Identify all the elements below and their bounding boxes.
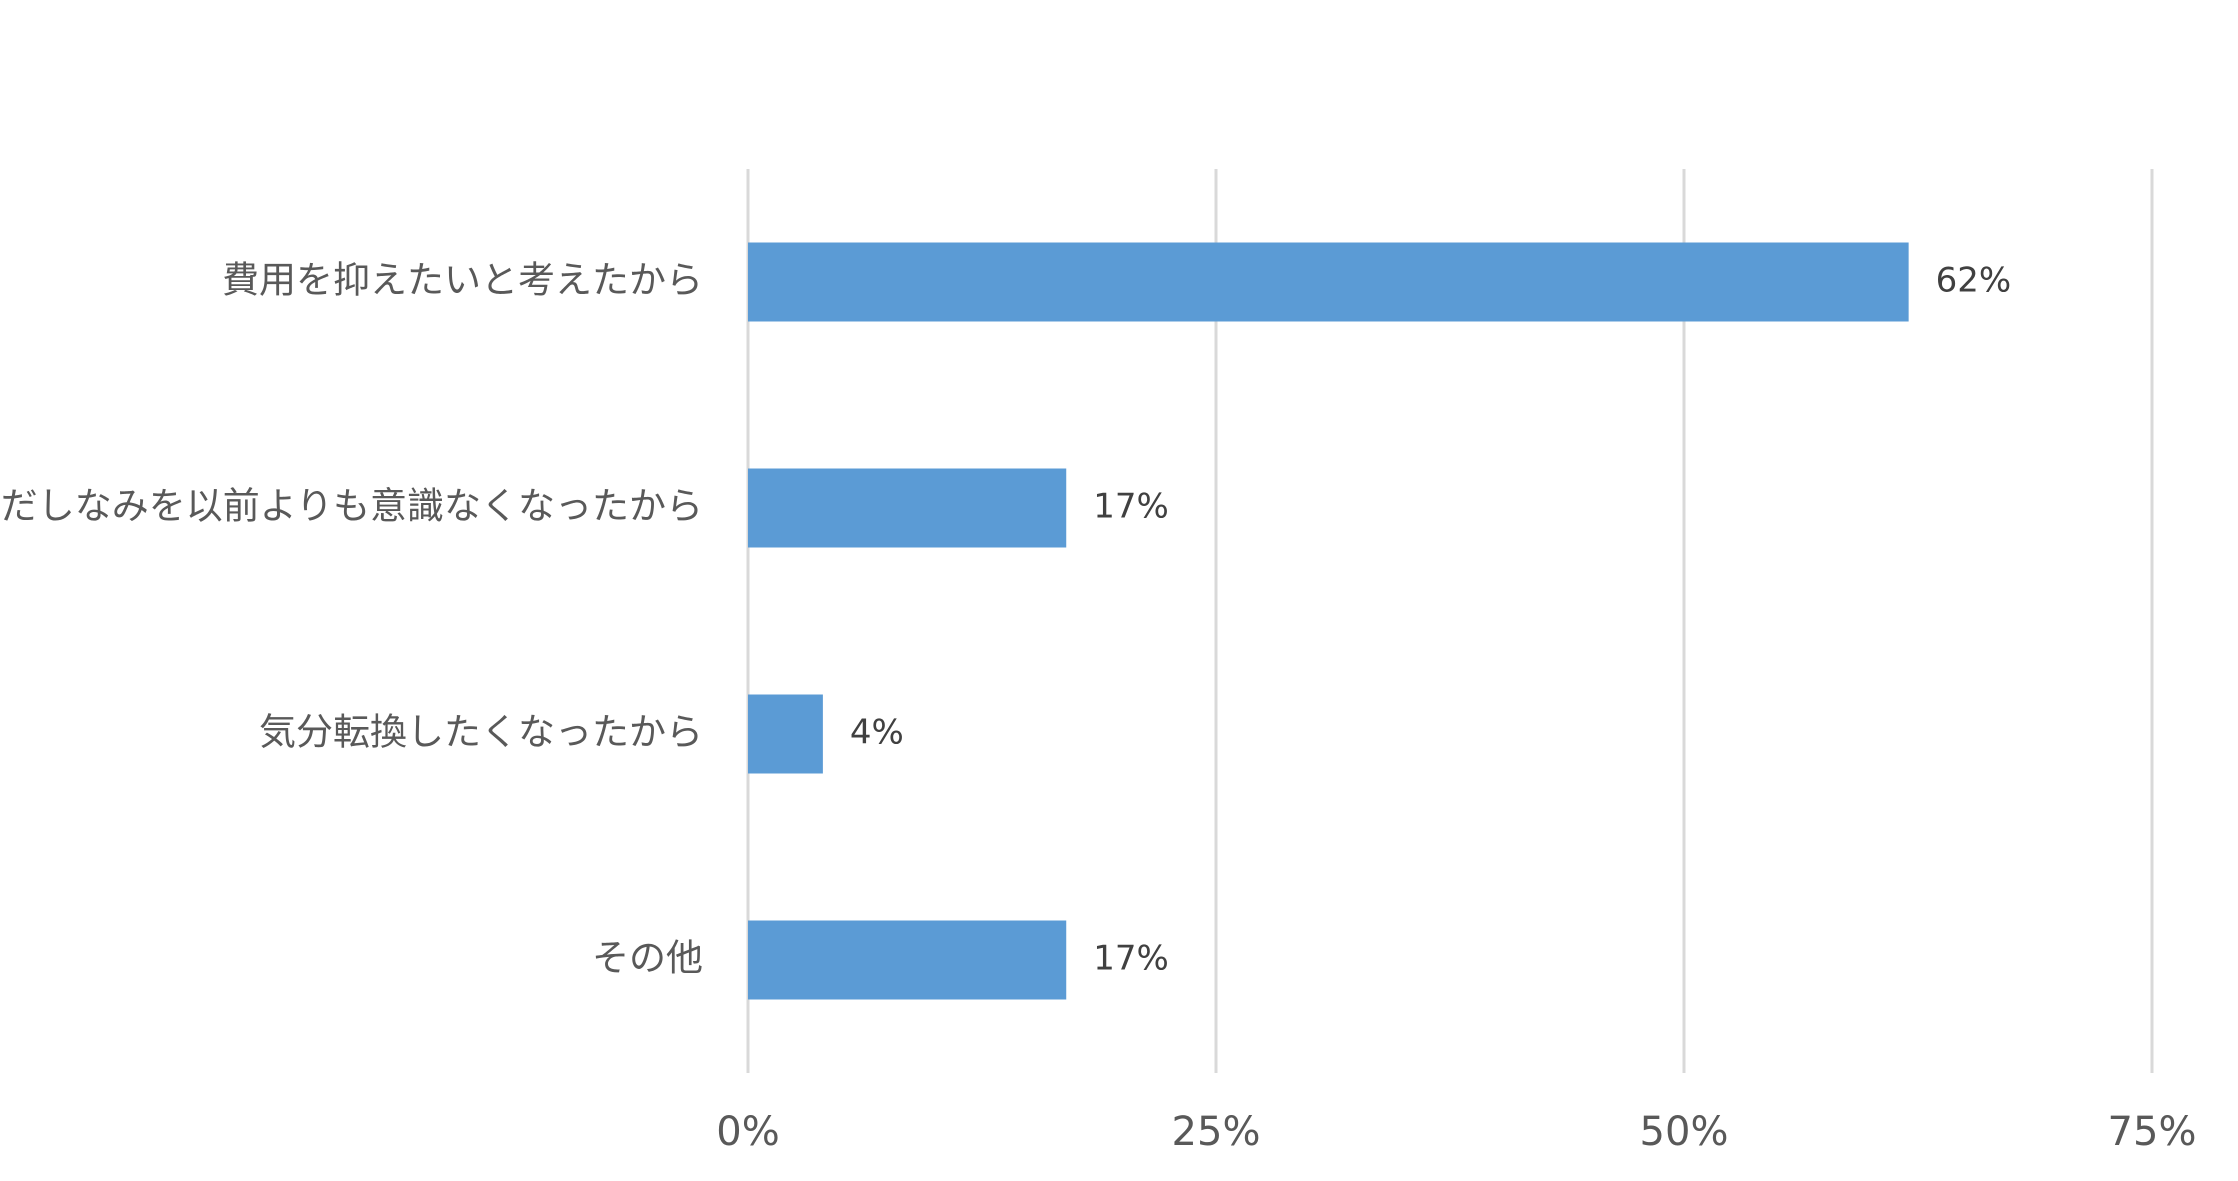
data-label: 62% [1936, 261, 2012, 301]
bar [748, 694, 823, 774]
y-tick-label: 気分転換したくなったから [259, 711, 703, 754]
data-label: 17% [1093, 939, 1169, 979]
y-tick-label: 費用を抑えたいと考えたから [222, 259, 703, 302]
data-label: 4% [850, 713, 904, 753]
bar [748, 920, 1067, 1000]
x-tick-label: 50% [1640, 1109, 1729, 1155]
y-tick-label: その他 [592, 937, 703, 980]
data-label: 17% [1093, 487, 1169, 527]
y-tick-label: 身だしなみを以前よりも意識なくなったから [0, 485, 703, 528]
x-tick-label: 75% [2108, 1109, 2197, 1155]
x-tick-label: 0% [716, 1109, 779, 1155]
x-tick-label: 25% [1172, 1109, 1261, 1155]
bar [748, 468, 1067, 548]
bar [748, 242, 1909, 322]
